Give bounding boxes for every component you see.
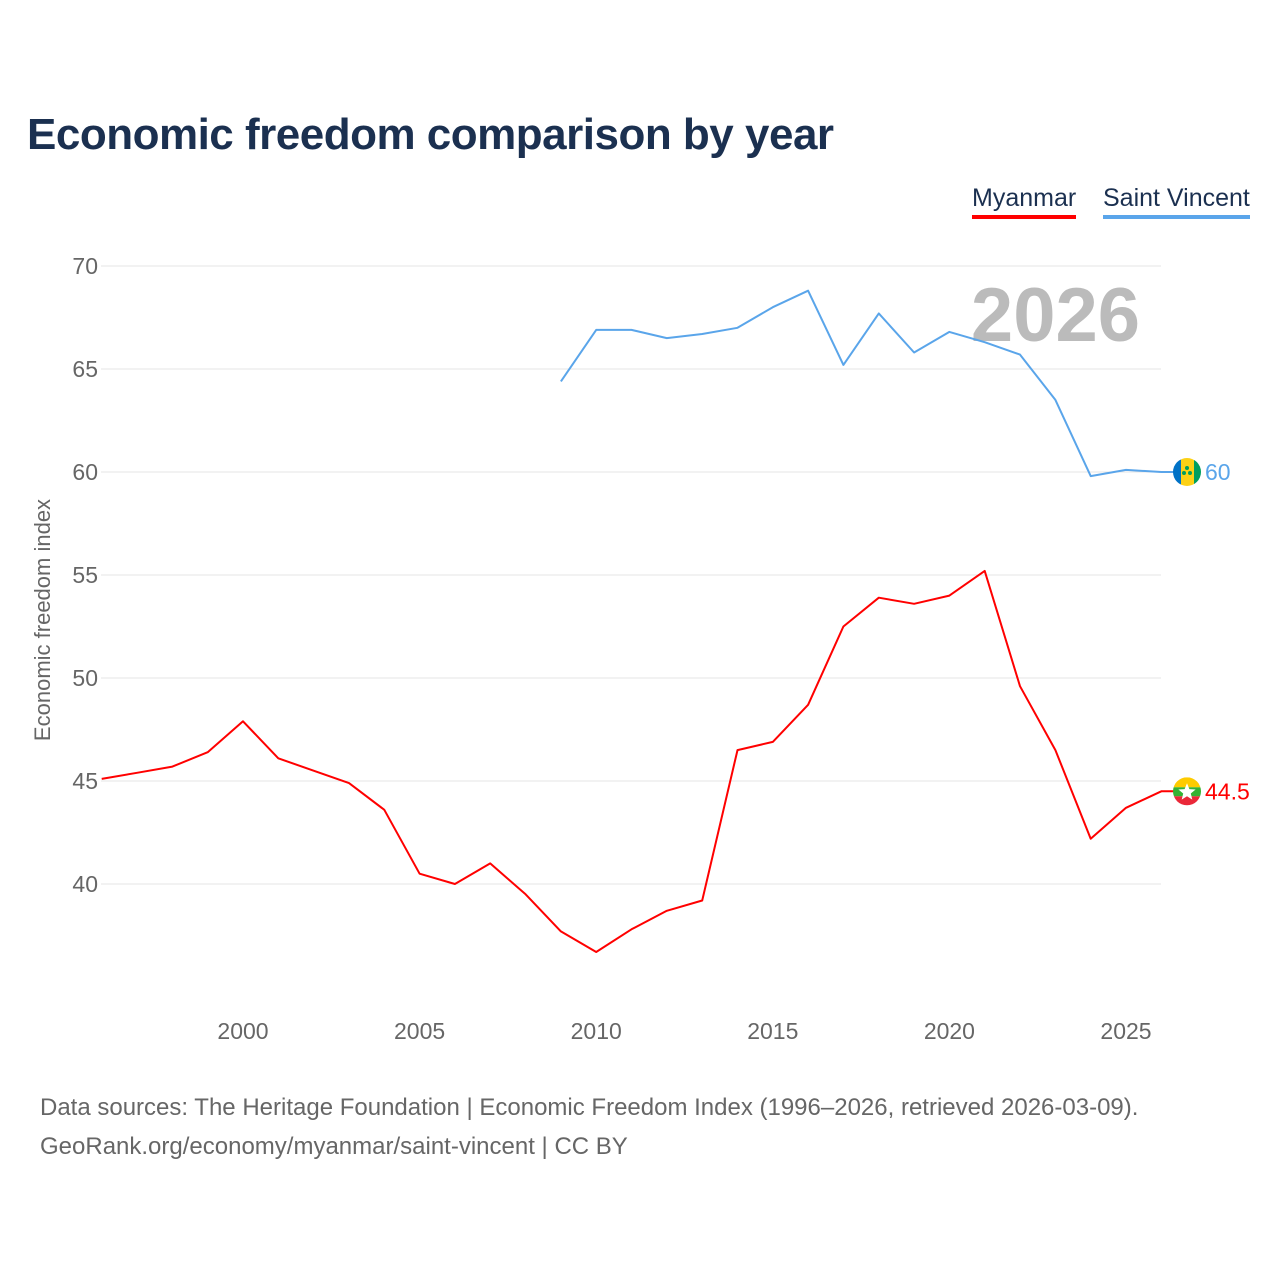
source-note: Data sources: The Heritage Foundation | … xyxy=(40,1088,1138,1166)
y-axis-label: Economic freedom index xyxy=(30,499,55,741)
flag-stripe xyxy=(1194,458,1201,486)
y-tick-label: 50 xyxy=(72,665,98,691)
y-tick-label: 40 xyxy=(72,871,98,897)
source-line-2: GeoRank.org/economy/myanmar/saint-vincen… xyxy=(40,1133,628,1160)
flag-body xyxy=(1173,777,1201,806)
flag-stripe xyxy=(1173,796,1201,806)
flag-body xyxy=(1173,458,1201,486)
legend-myanmar[interactable]: Myanmar xyxy=(972,184,1077,219)
series-line-saint-vincent xyxy=(560,289,1162,478)
y-tick-label: 45 xyxy=(72,768,98,794)
x-tick-label: 2010 xyxy=(571,1018,622,1044)
flag-diamond xyxy=(1185,466,1189,470)
x-tick-label: 2025 xyxy=(1100,1018,1151,1044)
flag-diamond xyxy=(1182,471,1186,475)
y-tick-label: 60 xyxy=(72,459,98,485)
y-tick-label: 55 xyxy=(72,562,98,588)
flag-diamond xyxy=(1188,471,1192,475)
x-tick-label: 2000 xyxy=(217,1018,268,1044)
flag-stripe xyxy=(1173,458,1181,486)
y-tick-label: 70 xyxy=(72,253,98,279)
flag-stripe xyxy=(1173,777,1201,788)
legend-saint-vincent[interactable]: Saint Vincent xyxy=(1103,184,1250,219)
myanmar-flag-icon xyxy=(1173,777,1201,806)
y-tick-label: 65 xyxy=(72,356,98,382)
x-tick-label: 2015 xyxy=(747,1018,798,1044)
x-tick-label: 2020 xyxy=(924,1018,975,1044)
flag-stripe xyxy=(1181,458,1194,486)
x-tick-label: 2005 xyxy=(394,1018,445,1044)
year-watermark: 2026 xyxy=(971,273,1140,358)
end-value-label: 60 xyxy=(1205,459,1231,485)
chart-title: Economic freedom comparison by year xyxy=(27,110,834,159)
source-line-1: Data sources: The Heritage Foundation | … xyxy=(40,1094,1139,1121)
flag-star xyxy=(1178,783,1196,800)
end-value-label: 44.5 xyxy=(1205,778,1250,804)
series-line-myanmar xyxy=(101,569,1162,953)
saint-vincent-flag-icon xyxy=(1173,458,1201,486)
